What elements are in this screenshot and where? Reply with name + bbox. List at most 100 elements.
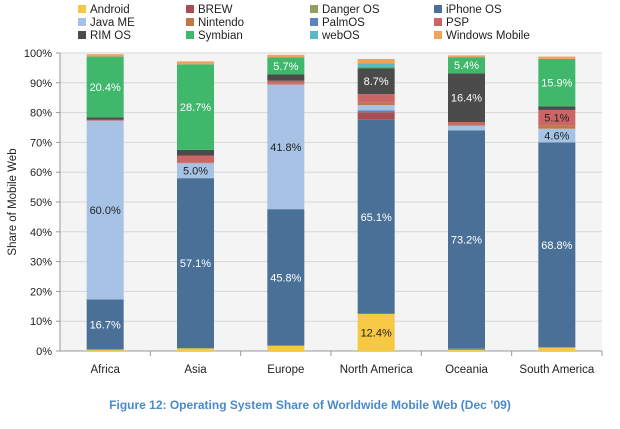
bar-segment-android [357,314,395,351]
legend-label: Java ME [90,17,135,29]
legend-swatch [310,5,318,13]
legend-label: Windows Mobile [446,30,530,42]
bar-segment-psp [86,119,124,121]
bar-segment-danger-os [448,348,485,351]
y-tick-label: 40% [30,227,52,239]
bar-segment-iphone-os [357,119,395,314]
data-label: 16.4% [451,93,482,105]
y-tick-label: 100% [24,48,52,60]
bar-segment-nintendo [267,83,305,85]
legend-label: PSP [446,17,470,29]
bar-segment-rim-os [86,117,124,120]
x-tick-label: Europe [267,364,304,376]
bar-segment-android [448,350,485,351]
bar-segment-iphone-os [267,209,305,346]
bar-segment-rim-os [357,68,395,95]
bar-segment-psp [177,155,214,163]
bar-segment-nintendo [177,162,214,164]
bar-segment-nintendo [538,125,576,129]
data-label: 68.8% [541,240,572,252]
data-label: 65.1% [361,212,392,224]
legend-label: BREW [198,4,233,16]
x-tick-label: Africa [90,364,120,376]
legend-swatch [434,5,442,13]
legend-swatch [78,18,86,26]
bar-segment-windows-mobile [86,54,124,57]
bar-segment-symbian [177,64,214,150]
x-tick-label: Asia [184,364,207,376]
legend-item: iPhone OS [434,4,502,17]
bar-segment-windows-mobile [357,58,395,64]
bar-segment-symbian [267,57,305,75]
bar-segment-windows-mobile [267,54,305,58]
x-tick-label: North America [340,364,413,376]
bar-segment-nintendo [357,102,395,106]
bar-segment-iphone-os [86,299,124,350]
y-tick-label: 20% [30,286,52,298]
y-tick-label: 90% [30,78,52,90]
data-label: 4.6% [544,131,569,143]
bar-segment-palmos [357,110,395,113]
data-label: 15.9% [541,78,572,90]
legend-item: Windows Mobile [434,30,530,43]
data-label: 41.8% [270,142,301,154]
legend-label: iPhone OS [446,4,502,16]
bar-segment-iphone-os [538,142,576,348]
bar-segment-webos [357,63,395,67]
bar-segment-java-me [448,125,485,131]
legend-item: Danger OS [310,4,380,17]
legend-item: BREW [186,4,233,17]
legend-swatch [78,31,86,39]
bar-segment-iphone-os [177,178,214,349]
legend-label: webOS [322,30,360,42]
data-label: 28.7% [180,102,211,114]
legend-label: Android [90,4,130,16]
bar-segment-java-me [267,84,305,210]
data-label: 5.4% [454,60,479,72]
legend-item: Java ME [78,17,135,30]
bar-segment-psp [357,94,395,103]
bar-segment-danger-os [86,349,124,351]
bar-segment-psp [448,122,485,125]
legend-label: PalmOS [322,17,365,29]
data-label: 20.4% [90,82,121,94]
bar-segment-windows-mobile [538,56,576,59]
figure-caption: Figure 12: Operating System Share of Wor… [109,398,511,412]
legend-item: PalmOS [310,17,365,30]
legend-swatch [310,31,318,39]
bar-segment-rim-os [538,106,576,110]
bar-segment-java-me [177,163,214,179]
y-tick-label: 80% [30,108,52,120]
legend-item: webOS [310,30,360,43]
bar-segment-nintendo [448,124,485,126]
bar-segment-windows-mobile [448,55,485,58]
data-label: 5.7% [273,61,298,73]
legend-item: Symbian [186,30,243,43]
data-label: 8.7% [364,76,389,88]
legend-swatch [186,5,194,13]
y-tick-label: 50% [30,197,52,209]
bar-segment-rim-os [177,149,214,156]
legend-swatch [186,18,194,26]
legend-swatch [78,5,86,13]
bar-segment-brew [357,112,395,120]
y-axis-label: Share of Mobile Web [7,148,19,255]
bar-segment-symbian [357,66,395,69]
bar-segment-rim-os [267,74,305,81]
legend-swatch [186,31,194,39]
legend-swatch [434,31,442,39]
legend-label: Nintendo [198,17,245,29]
data-label: 45.8% [270,272,301,284]
bar-segment-java-me [538,128,576,143]
legend-item: PSP [434,17,469,30]
bar-segment-symbian [538,58,576,107]
legend-item: Nintendo [186,17,244,30]
legend-label: RIM OS [90,30,131,42]
bar-segment-java-me [357,105,395,111]
data-label: 5.1% [544,113,569,125]
y-tick-label: 60% [30,167,52,179]
bar-segment-android [538,347,576,351]
legend-label: Symbian [198,30,243,42]
bar-segment-java-me [86,120,124,300]
y-tick-label: 70% [30,137,52,149]
